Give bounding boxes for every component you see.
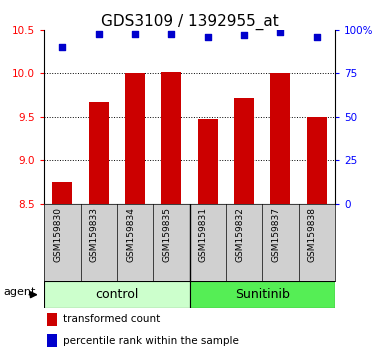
Bar bbox=[270, 73, 290, 204]
Text: GSM159831: GSM159831 bbox=[199, 207, 208, 262]
Bar bbox=[161, 72, 181, 204]
Point bbox=[132, 31, 138, 36]
Text: GSM159835: GSM159835 bbox=[162, 207, 171, 262]
Text: agent: agent bbox=[3, 286, 36, 297]
Text: percentile rank within the sample: percentile rank within the sample bbox=[63, 336, 238, 346]
Text: transformed count: transformed count bbox=[63, 314, 160, 325]
Point bbox=[168, 31, 174, 36]
Bar bbox=[234, 98, 254, 204]
Point bbox=[314, 34, 320, 40]
Bar bbox=[89, 102, 109, 204]
Point bbox=[241, 33, 247, 38]
Title: GDS3109 / 1392955_at: GDS3109 / 1392955_at bbox=[101, 14, 278, 30]
Text: GSM159830: GSM159830 bbox=[54, 207, 62, 262]
Bar bbox=[198, 119, 218, 204]
Text: GSM159834: GSM159834 bbox=[126, 207, 135, 262]
Point bbox=[277, 29, 283, 35]
Point bbox=[205, 34, 211, 40]
Text: control: control bbox=[95, 288, 139, 301]
Bar bbox=[125, 73, 145, 204]
Point bbox=[59, 45, 65, 50]
Text: GSM159837: GSM159837 bbox=[271, 207, 280, 262]
Bar bbox=[47, 313, 57, 326]
FancyBboxPatch shape bbox=[190, 281, 335, 308]
FancyBboxPatch shape bbox=[44, 281, 190, 308]
Bar bbox=[47, 334, 57, 347]
Point bbox=[96, 31, 102, 36]
Text: GSM159833: GSM159833 bbox=[90, 207, 99, 262]
Text: GSM159832: GSM159832 bbox=[235, 207, 244, 262]
Text: GSM159838: GSM159838 bbox=[308, 207, 317, 262]
Bar bbox=[307, 117, 327, 204]
Bar bbox=[52, 182, 72, 204]
Text: Sunitinib: Sunitinib bbox=[235, 288, 290, 301]
